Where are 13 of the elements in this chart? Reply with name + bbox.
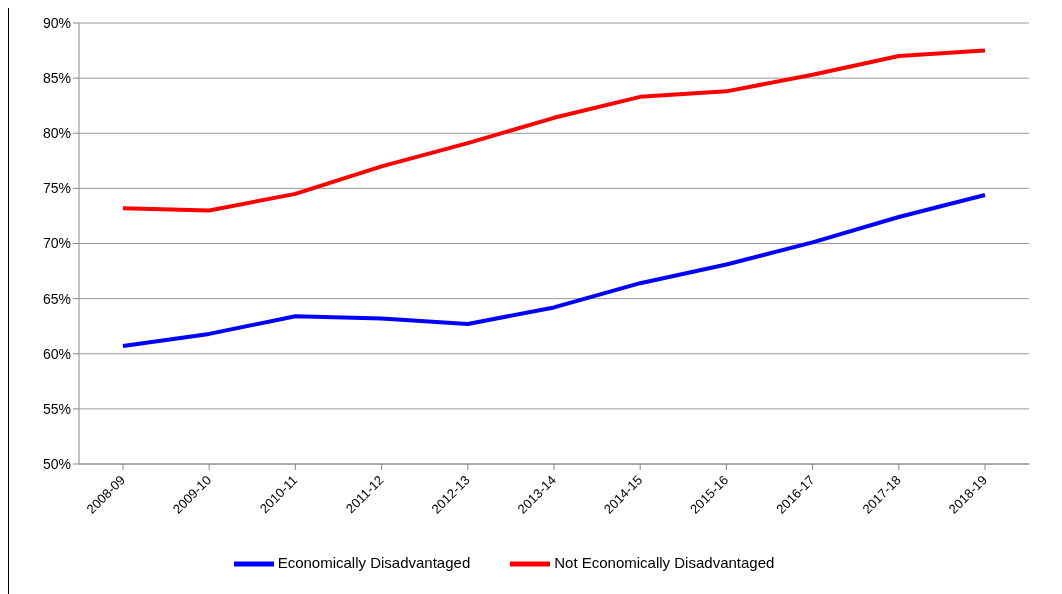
- y-tick-label: 50%: [42, 455, 71, 472]
- line-series: [121, 48, 987, 213]
- y-tick-label: 70%: [42, 235, 71, 252]
- legend-label: Economically Disadvantaged: [277, 553, 471, 571]
- y-tick-label: 90%: [42, 14, 71, 31]
- y-tick-label: 60%: [42, 345, 71, 362]
- y-tick-label: 65%: [42, 290, 71, 307]
- y-tick-label: 75%: [42, 180, 71, 197]
- y-tick-label: 80%: [42, 125, 71, 142]
- legend-label: Not Economically Disadvantaged: [554, 553, 775, 571]
- y-tick-label: 55%: [42, 400, 71, 417]
- line-series: [121, 192, 987, 349]
- y-tick-label: 85%: [42, 70, 71, 87]
